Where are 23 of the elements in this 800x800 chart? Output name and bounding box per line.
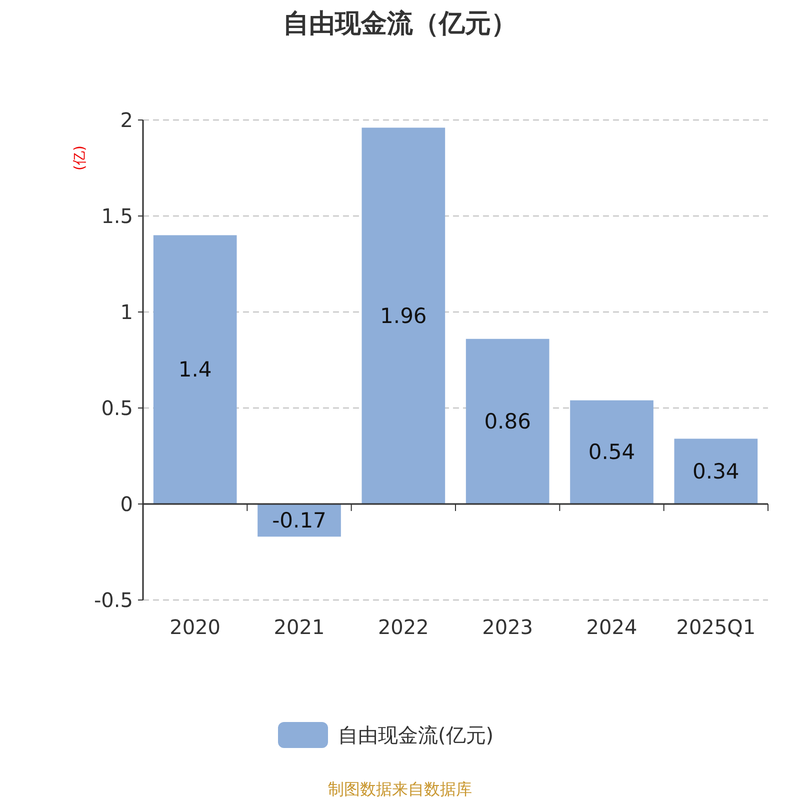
x-tick-label: 2020 (170, 615, 221, 639)
y-tick-label: 1 (120, 300, 133, 324)
y-tick-label: -0.5 (94, 588, 133, 612)
x-tick-label: 2021 (274, 615, 325, 639)
y-tick-label: 0.5 (101, 396, 133, 420)
legend-label: 自由现金流(亿元) (338, 723, 494, 747)
chart-title: 自由现金流（亿元） (283, 9, 517, 39)
data-label: 0.86 (484, 409, 531, 434)
y-tick-label: 1.5 (101, 204, 133, 228)
legend: 自由现金流(亿元) (278, 722, 494, 748)
data-label: 1.96 (380, 304, 427, 328)
data-label: 0.54 (588, 440, 636, 464)
x-tick-label: 2025Q1 (676, 615, 756, 639)
x-tick-label: 2023 (482, 615, 534, 639)
x-tick-label: 2024 (586, 615, 638, 639)
data-label: -0.17 (272, 508, 326, 532)
x-tick-label: 2022 (378, 615, 429, 639)
y-tick-label: 0 (120, 492, 133, 516)
text: 制图数据来自数据库 (328, 780, 472, 798)
y-axis-title: (亿) (72, 146, 88, 170)
data-label: 0.34 (692, 459, 740, 484)
y-tick-label: 2 (120, 108, 133, 132)
data-label: 1.4 (178, 358, 212, 382)
